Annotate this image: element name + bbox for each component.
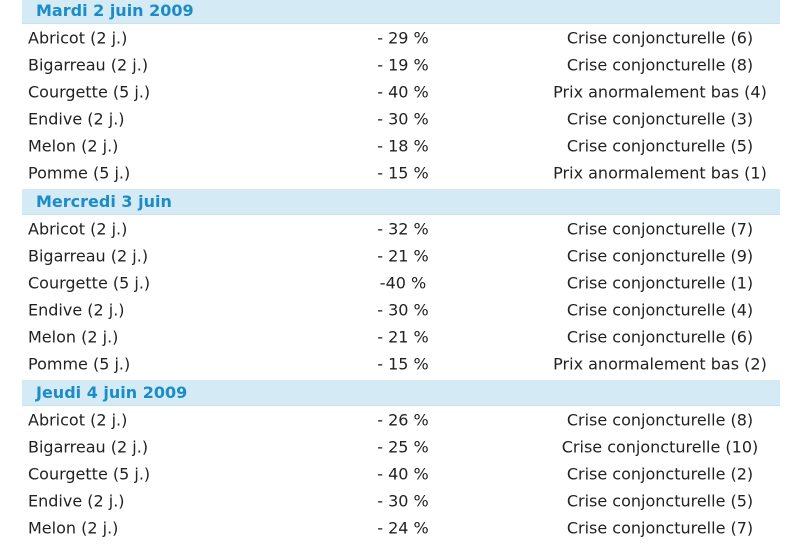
table-row: Courgette (5 j.) - 40 % Crise conjoncturel…	[0, 460, 800, 487]
table-row: Melon (2 j.) - 24 % Crise conjoncturelle (…	[0, 514, 800, 541]
price-change: - 26 %	[377, 410, 429, 429]
table-row: Pomme (5 j.) - 15 % Prix anormalement bas …	[0, 350, 800, 377]
section-gap	[0, 541, 800, 544]
price-change: - 18 %	[377, 136, 429, 155]
cause: Crise conjoncturelle (7)	[566, 518, 754, 537]
price-change: - 29 %	[377, 28, 429, 47]
item-name: Endive (2 j.)	[28, 300, 125, 319]
price-change: - 25 %	[377, 437, 429, 456]
cause: Crise conjoncturelle (9)	[566, 246, 754, 265]
item-name: Bigarreau (2 j.)	[28, 55, 149, 74]
section-header: Mardi 2 juin 2009	[22, 0, 780, 24]
item-name: Melon (2 j.)	[28, 136, 119, 155]
price-change: - 30 %	[377, 491, 429, 510]
item-name: Courgette (5 j.)	[28, 273, 151, 292]
cause: Crise conjoncturelle (5)	[566, 136, 754, 155]
table-row: Endive (2 j.) - 30 % Crise conjoncturelle …	[0, 296, 800, 323]
price-change: - 40 %	[377, 82, 429, 101]
item-name: Pomme (5 j.)	[28, 354, 131, 373]
cause: Crise conjoncturelle (3)	[566, 109, 754, 128]
table-row: Bigarreau (2 j.) - 21 % Crise conjoncturel…	[0, 242, 800, 269]
table-row: Abricot (2 j.) - 29 % Crise conjoncturelle…	[0, 24, 800, 51]
cause: Crise conjoncturelle (5)	[566, 491, 754, 510]
item-name: Courgette (5 j.)	[28, 82, 151, 101]
item-name: Melon (2 j.)	[28, 327, 119, 346]
price-change: - 30 %	[377, 300, 429, 319]
price-change: - 21 %	[377, 327, 429, 346]
table-row: Bigarreau (2 j.) - 19 % Crise conjoncturel…	[0, 51, 800, 78]
table-row: Endive (2 j.) - 30 % Crise conjoncturelle …	[0, 105, 800, 132]
price-change: - 15 %	[377, 163, 429, 182]
item-name: Bigarreau (2 j.)	[28, 246, 149, 265]
price-change: -40 %	[379, 273, 427, 292]
cause: Crise conjoncturelle (6)	[566, 28, 754, 47]
cause: Crise conjoncturelle (7)	[566, 219, 754, 238]
table-row: Bigarreau (2 j.) - 25 % Crise conjoncturel…	[0, 433, 800, 460]
section-header: Jeudi 4 juin 2009	[22, 380, 780, 406]
price-change: - 21 %	[377, 246, 429, 265]
cause: Prix anormalement bas (1)	[553, 163, 767, 182]
item-name: Pomme (5 j.)	[28, 163, 131, 182]
cause: Prix anormalement bas (4)	[553, 82, 767, 101]
cause: Crise conjoncturelle (2)	[566, 464, 754, 483]
cause: Prix anormalement bas (2)	[553, 354, 767, 373]
cause: Crise conjoncturelle (1)	[566, 273, 754, 292]
section-header: Mercredi 3 juin	[22, 189, 780, 215]
price-change: - 15 %	[377, 354, 429, 373]
cause: Crise conjoncturelle (6)	[566, 327, 754, 346]
item-name: Endive (2 j.)	[28, 109, 125, 128]
item-name: Courgette (5 j.)	[28, 464, 151, 483]
table-row: Melon (2 j.) - 21 % Crise conjoncturelle (…	[0, 323, 800, 350]
cause: Crise conjoncturelle (10)	[561, 437, 759, 456]
table-row: Courgette (5 j.) -40 % Crise conjoncturell…	[0, 269, 800, 296]
table-row: Pomme (5 j.) - 15 % Prix anormalement bas …	[0, 159, 800, 186]
price-change: - 24 %	[377, 518, 429, 537]
item-name: Bigarreau (2 j.)	[28, 437, 149, 456]
table-row: Courgette (5 j.) - 40 % Prix anormalement …	[0, 78, 800, 105]
cause: Crise conjoncturelle (8)	[566, 55, 754, 74]
cause: Crise conjoncturelle (8)	[566, 410, 754, 429]
item-name: Abricot (2 j.)	[28, 219, 128, 238]
price-change: - 32 %	[377, 219, 429, 238]
price-change: - 40 %	[377, 464, 429, 483]
item-name: Abricot (2 j.)	[28, 410, 128, 429]
table-row: Abricot (2 j.) - 26 % Crise conjoncturelle…	[0, 406, 800, 433]
table-row: Abricot (2 j.) - 32 % Crise conjoncturelle…	[0, 215, 800, 242]
item-name: Endive (2 j.)	[28, 491, 125, 510]
item-name: Melon (2 j.)	[28, 518, 119, 537]
price-change: - 30 %	[377, 109, 429, 128]
price-change: - 19 %	[377, 55, 429, 74]
item-name: Abricot (2 j.)	[28, 28, 128, 47]
table-row: Melon (2 j.) - 18 % Crise conjoncturelle (…	[0, 132, 800, 159]
cause: Crise conjoncturelle (4)	[566, 300, 754, 319]
table-row: Endive (2 j.) - 30 % Crise conjoncturelle …	[0, 487, 800, 514]
